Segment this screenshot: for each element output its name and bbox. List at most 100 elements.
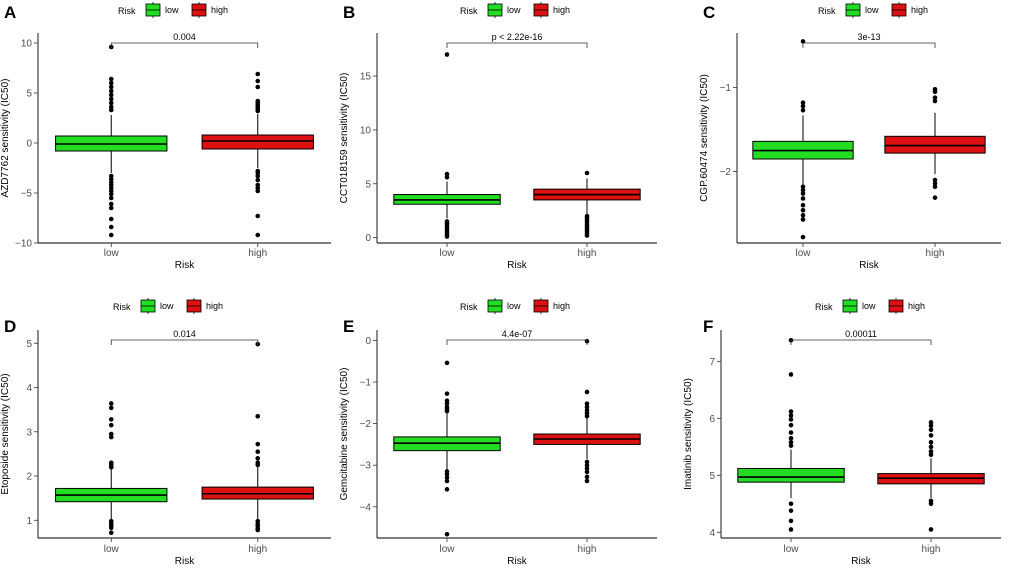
box-low — [55, 401, 168, 535]
y-tick-label: 2 — [26, 472, 32, 483]
panel-letter: F — [703, 317, 713, 336]
outlier-point — [108, 405, 114, 411]
y-tick-label: −2 — [360, 419, 372, 430]
x-tick-label-low: low — [104, 248, 120, 259]
outlier-point — [584, 413, 590, 419]
outlier-point — [255, 173, 261, 179]
y-tick-label: −3 — [360, 461, 372, 472]
outlier-point — [932, 177, 938, 183]
panel-b: B Risk low high 0 5 10 15 low high Risk CCT018159 s… — [339, 2, 657, 271]
y-tick-label: 0 — [26, 139, 32, 150]
p-value-label: p < 2.22e-16 — [492, 32, 543, 42]
outlier-point — [932, 181, 938, 186]
x-axis-title: Risk — [851, 556, 871, 567]
panel-e: E Risk low high −4 −3 −2 −1 0 low high Risk Gemcitab… — [339, 298, 657, 567]
outlier-point — [444, 487, 450, 492]
panel-letter: E — [343, 317, 354, 336]
x-tick-label-high: high — [248, 248, 267, 259]
outlier-point — [108, 100, 114, 106]
outlier-point — [444, 234, 450, 239]
outlier-point — [928, 433, 934, 438]
bracket-line — [802, 42, 936, 48]
x-axis-title: Risk — [507, 556, 527, 567]
box-iqr — [884, 135, 986, 154]
legend-label-high: high — [211, 5, 228, 15]
x-tick-label-high: high — [578, 544, 597, 555]
box-high — [201, 341, 314, 533]
outlier-point — [108, 401, 114, 406]
legend-label-low: low — [160, 301, 174, 311]
outlier-point — [800, 202, 806, 208]
outlier-point — [584, 170, 590, 176]
legend-label-high: high — [206, 301, 223, 311]
panel-a: A Risk low high −10 −5 0 5 10 low high Risk AZD7762 … — [0, 2, 331, 271]
x-tick-label-low: low — [439, 544, 455, 555]
y-tick-label: 4 — [709, 528, 715, 539]
outlier-point — [108, 195, 114, 201]
outlier-point — [444, 360, 450, 366]
outlier-point — [584, 478, 590, 484]
outlier-point — [108, 76, 114, 82]
bracket-line — [790, 339, 932, 345]
box-low — [752, 39, 854, 240]
y-tick-label: 10 — [360, 125, 372, 136]
outlier-point — [800, 103, 806, 109]
outlier-point — [788, 508, 794, 513]
panel-letter: C — [703, 3, 715, 22]
outlier-point — [788, 422, 794, 428]
outlier-point — [255, 84, 261, 90]
outlier-point — [800, 184, 806, 190]
legend: Risk low high — [118, 2, 228, 18]
y-tick-label: 5 — [709, 471, 715, 482]
significance-bracket: 3e-13 — [802, 32, 936, 48]
y-tick-label: 5 — [26, 339, 32, 350]
legend: Risk low high — [815, 298, 925, 314]
outlier-point — [108, 205, 114, 211]
outlier-point — [800, 217, 806, 222]
outlier-point — [800, 187, 806, 193]
p-value-label: 0.004 — [173, 32, 196, 42]
legend-title: Risk — [118, 6, 136, 16]
y-tick-label: 3 — [26, 427, 32, 438]
outlier-point — [932, 98, 938, 104]
outlier-point — [255, 213, 261, 219]
outlier-point — [255, 78, 261, 84]
outlier-point — [255, 188, 261, 194]
outlier-point — [584, 474, 590, 480]
outlier-point — [788, 430, 794, 435]
outlier-point — [800, 107, 806, 113]
box-iqr — [737, 467, 845, 483]
y-axis-title: CGP.60474 sensitivity (IC50) — [699, 74, 710, 202]
panel-letter: D — [4, 317, 16, 336]
y-tick-label: −1 — [720, 83, 732, 94]
y-tick-label: −5 — [21, 189, 33, 200]
x-tick-label-low: low — [795, 248, 811, 259]
box-high — [201, 71, 314, 238]
outlier-point — [584, 401, 590, 406]
outlier-point — [932, 184, 938, 190]
legend: Risk low high — [460, 298, 570, 314]
outlier-point — [108, 525, 114, 531]
outlier-point — [932, 89, 938, 95]
outlier-point — [108, 201, 114, 207]
legend-label-low: low — [865, 5, 879, 15]
outlier-point — [444, 401, 450, 406]
outlier-point — [444, 171, 450, 177]
outlier-point — [255, 527, 261, 533]
outlier-point — [928, 449, 934, 454]
y-tick-label: 5 — [26, 89, 32, 100]
legend: Risk low high — [460, 2, 570, 18]
outlier-point — [584, 233, 590, 238]
outlier-point — [108, 80, 114, 86]
panel-f: F Risk low high 4 5 6 7 low high Risk Imatinib sens… — [683, 298, 1001, 567]
outlier-point — [255, 413, 261, 419]
outlier-point — [584, 469, 590, 475]
panel-letter: B — [343, 3, 355, 22]
outlier-point — [800, 100, 806, 106]
p-value-label: 4.4e-07 — [502, 329, 533, 339]
x-tick-label-high: high — [922, 544, 941, 555]
outlier-point — [444, 175, 450, 180]
box-low — [393, 52, 501, 239]
outlier-point — [788, 413, 794, 418]
